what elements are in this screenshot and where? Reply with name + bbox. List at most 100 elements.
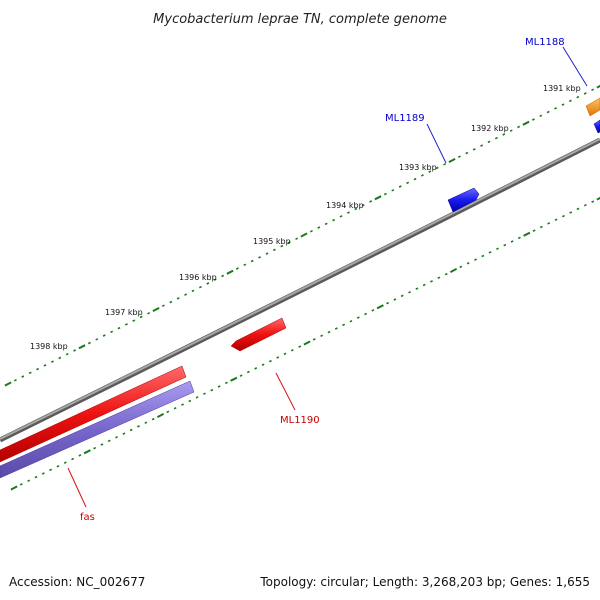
outer-tick	[287, 241, 291, 244]
inner-tick	[217, 385, 221, 388]
outer-tick	[546, 110, 550, 114]
outer-tick	[280, 244, 284, 248]
inner-tick	[173, 406, 177, 410]
ML1190-gene-arrow	[230, 317, 287, 352]
inner-tick	[596, 196, 600, 201]
accession-text: Accession: NC_002677	[9, 575, 145, 589]
inner-tick	[283, 352, 287, 356]
inner-tick	[523, 231, 531, 237]
inner-tick	[422, 283, 426, 287]
inner-tick	[298, 345, 302, 348]
kbp-label-1396: 1396 kbp	[179, 273, 217, 282]
right-edge-blue-gene	[593, 119, 600, 134]
inner-tick	[481, 254, 485, 258]
inner-tick	[122, 432, 126, 435]
inner-tick	[444, 272, 448, 276]
inner-tick	[554, 218, 558, 222]
outer-tick	[332, 218, 336, 222]
kbp-label-1394: 1394 kbp	[326, 201, 364, 210]
outer-tick	[591, 88, 595, 92]
genome-backbone-highlight	[0, 138, 600, 440]
inner-tick	[576, 207, 580, 211]
outer-tick	[531, 118, 535, 121]
outer-tick	[78, 344, 86, 350]
inner-tick	[144, 421, 148, 425]
outer-tick	[596, 84, 600, 89]
inner-tick	[137, 425, 140, 428]
outer-tick	[295, 237, 299, 241]
inner-tick	[539, 225, 543, 229]
inner-tick	[27, 479, 31, 483]
gene-label-ML1189: ML1189	[385, 113, 425, 124]
inner-tick	[364, 312, 368, 316]
inner-tick	[71, 457, 75, 461]
outer-tick	[110, 330, 114, 334]
inner-tick	[569, 211, 573, 214]
inner-tick	[312, 338, 316, 341]
outer-tick	[272, 248, 276, 252]
inner-tick	[342, 323, 346, 327]
inner-tick	[78, 454, 82, 457]
inner-tick	[510, 240, 514, 243]
outer-tick	[65, 352, 69, 356]
inner-tick	[400, 294, 404, 298]
inner-tick	[474, 258, 477, 261]
inner-tick	[466, 261, 470, 265]
outer-tick	[36, 367, 40, 371]
inner-tick	[230, 376, 238, 382]
outer-tick	[184, 293, 188, 296]
outer-tick	[235, 267, 239, 270]
outer-tick	[4, 381, 12, 387]
outer-tick	[139, 315, 143, 319]
outer-tick	[132, 319, 136, 322]
inner-tick	[376, 304, 384, 310]
outer-tick	[522, 120, 530, 126]
outer-tick	[480, 144, 484, 147]
inner-tick	[115, 435, 118, 439]
outer-tick	[583, 92, 587, 95]
outer-tick	[117, 326, 121, 330]
inner-tick	[151, 417, 155, 421]
inner-tick	[100, 443, 104, 446]
outer-tick	[300, 232, 308, 238]
inner-tick	[393, 298, 397, 301]
outer-tick	[87, 341, 91, 345]
outer-tick	[226, 269, 234, 275]
outer-tick	[161, 304, 165, 308]
outer-tick-track	[4, 84, 600, 387]
inner-tick	[583, 203, 587, 207]
inner-tick	[34, 475, 38, 479]
genome-summary-text: Topology: circular; Length: 3,268,203 bp…	[259, 575, 590, 589]
ML1189-leader-line	[426, 123, 447, 164]
inner-tick	[129, 428, 133, 432]
inner-tick	[503, 243, 507, 247]
outer-tick	[309, 229, 313, 233]
inner-tick	[63, 461, 67, 464]
outer-tick	[206, 282, 210, 285]
outer-tick	[576, 95, 580, 99]
outer-tick	[361, 203, 365, 207]
inner-tick	[415, 287, 419, 290]
outer-tick	[457, 155, 461, 159]
outer-tick	[554, 107, 558, 110]
outer-tick	[324, 222, 328, 226]
outer-tick	[383, 192, 387, 196]
outer-tick	[152, 307, 160, 312]
outer-tick	[398, 185, 402, 188]
outer-tick	[391, 189, 395, 192]
inner-tick	[386, 301, 390, 305]
inner-tick	[488, 251, 492, 254]
ML1189-gene-arrow	[447, 187, 480, 213]
inner-tick	[276, 356, 280, 359]
kbp-label-1392: 1392 kbp	[471, 124, 509, 133]
inner-tick	[437, 276, 441, 280]
kbp-label-1393: 1393 kbp	[399, 163, 437, 172]
gene-label-ML1188: ML1188	[525, 37, 565, 48]
inner-tick	[56, 464, 60, 468]
outer-tick	[561, 103, 565, 106]
inner-tick-track	[10, 196, 600, 491]
outer-tick	[250, 259, 254, 263]
inner-tick	[290, 348, 294, 352]
inner-tick	[203, 392, 206, 396]
